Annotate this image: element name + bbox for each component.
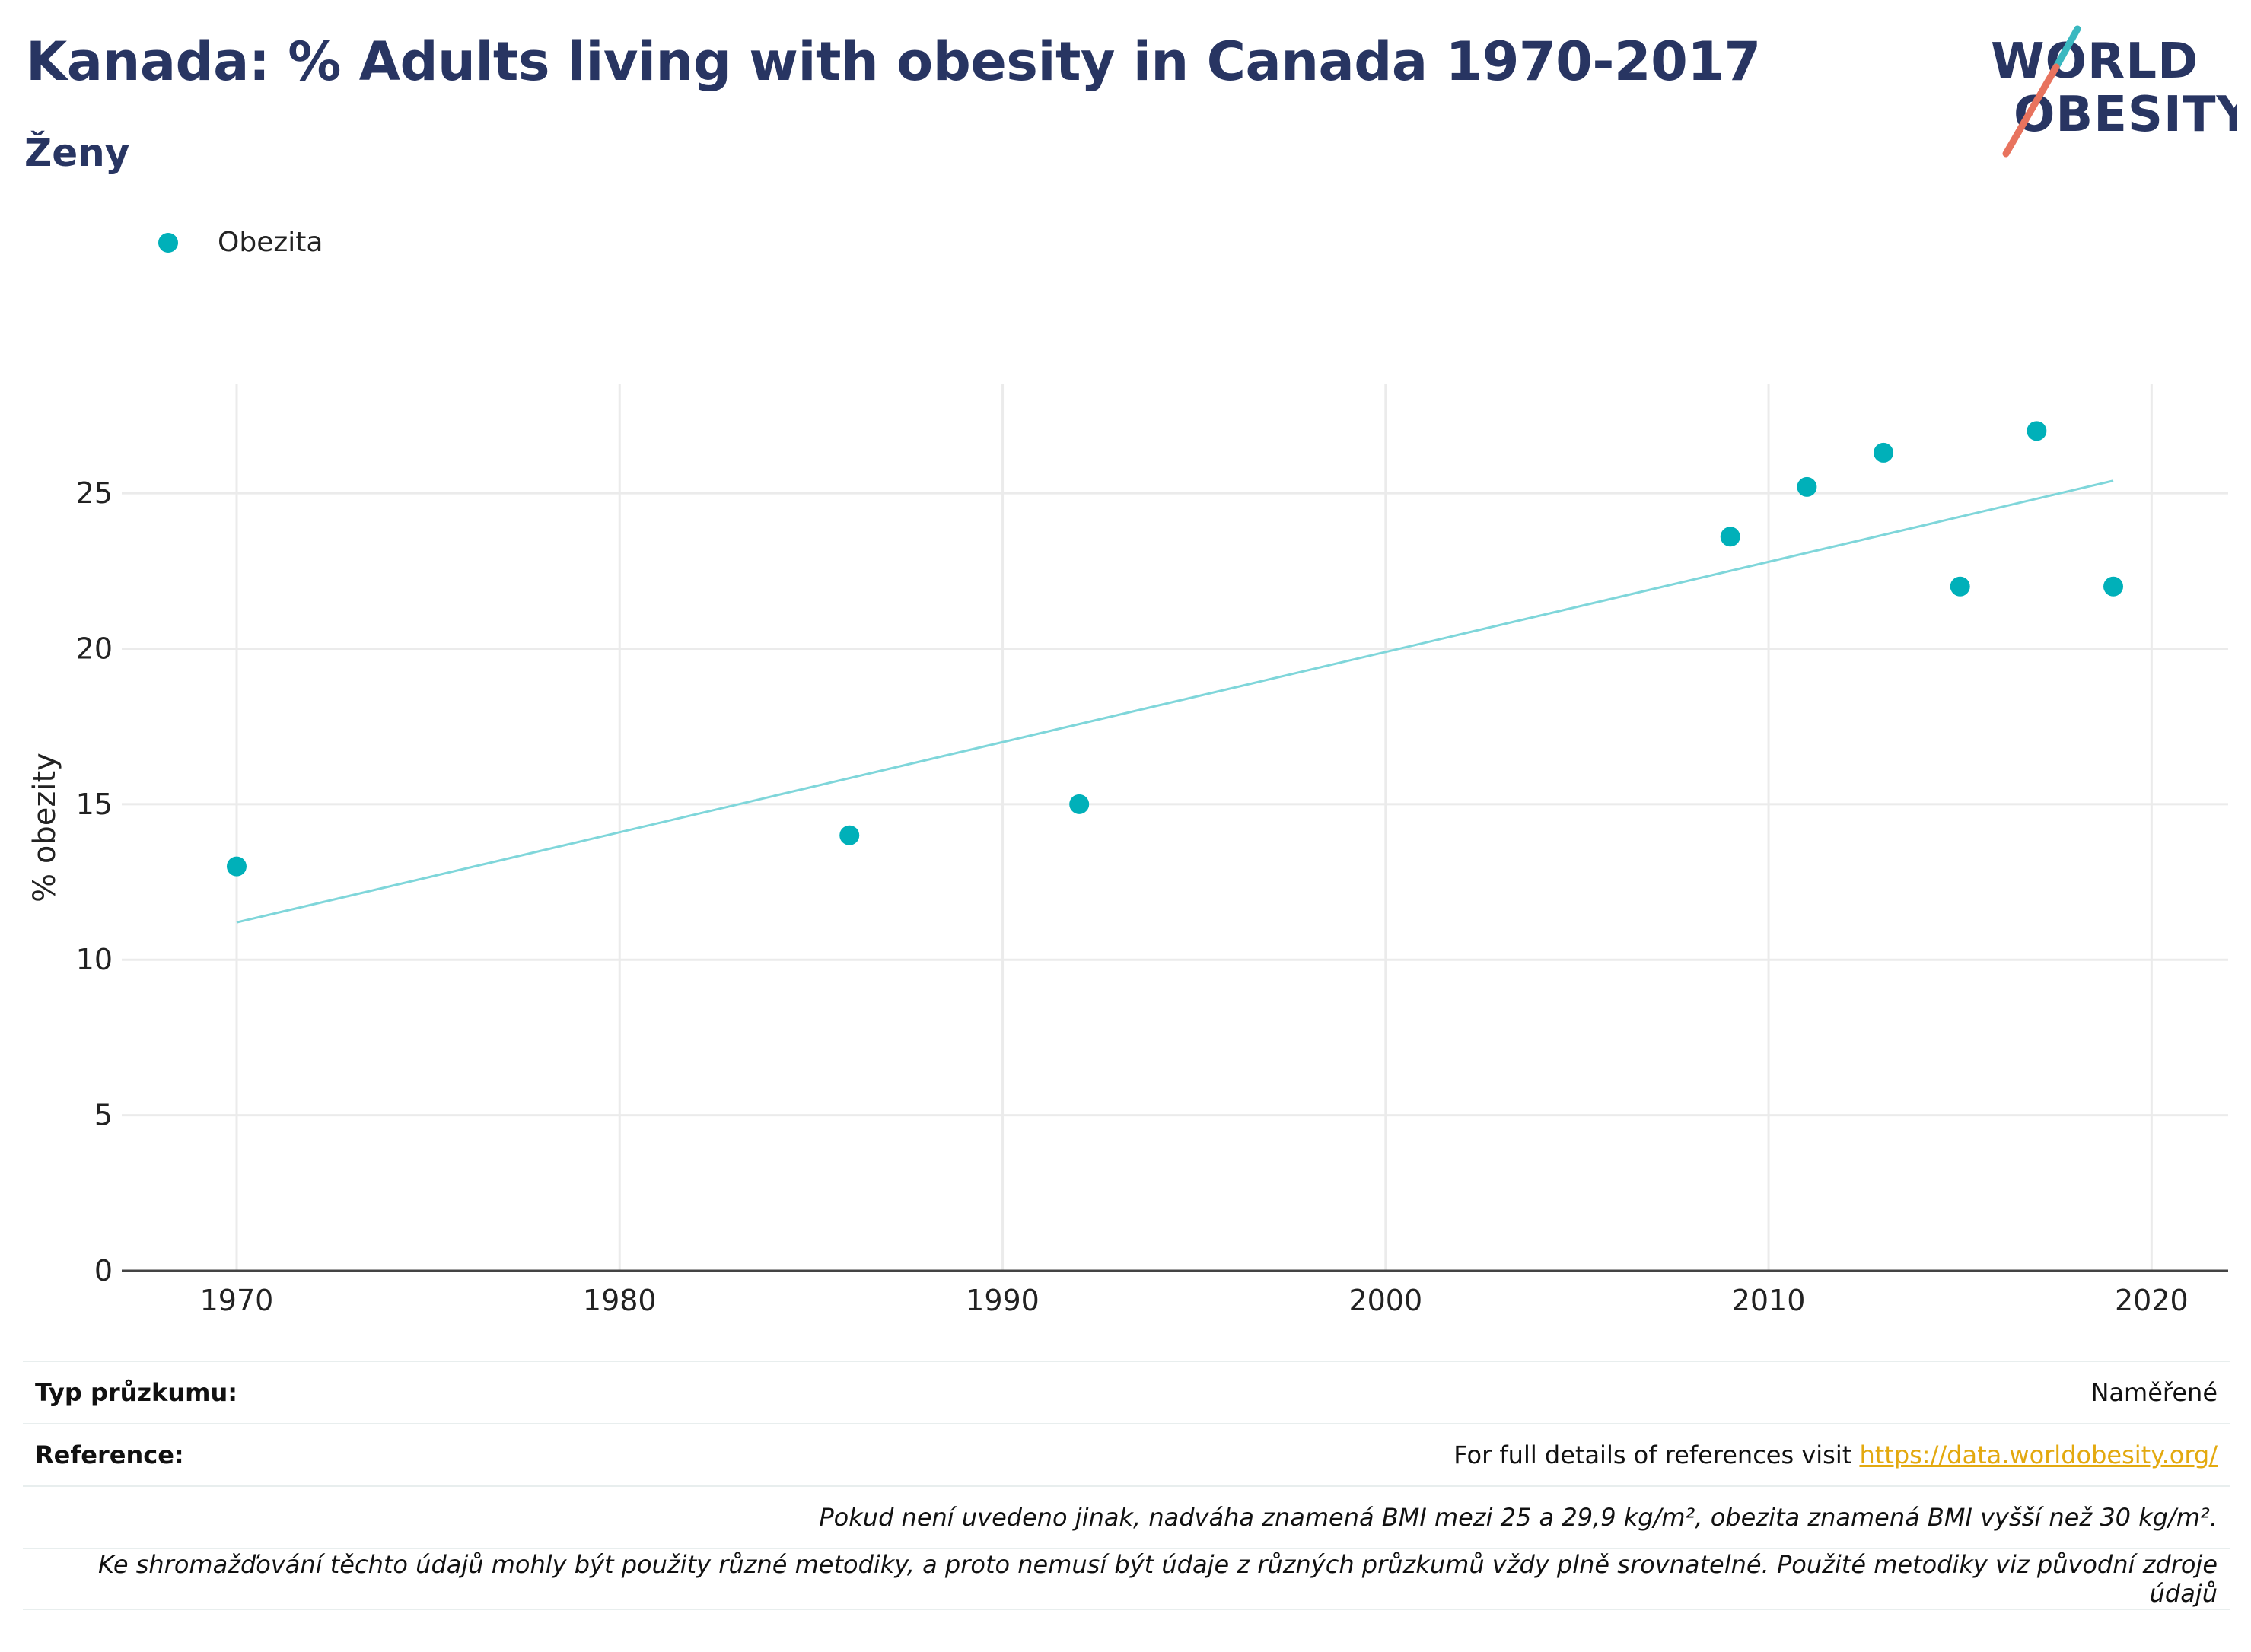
trend-line bbox=[236, 479, 2114, 924]
data-point bbox=[1069, 794, 1090, 814]
survey-type-value: Naměřené bbox=[2090, 1378, 2218, 1407]
y-axis-title: % obezity bbox=[27, 753, 62, 902]
footer-row-note-2: Ke shromažďování těchto údajů mohly být … bbox=[23, 1548, 2230, 1610]
x-tick-label: 1980 bbox=[583, 1284, 657, 1317]
data-point bbox=[1720, 527, 1740, 547]
logo-slash-coral bbox=[2002, 63, 2060, 158]
y-tick-label: 15 bbox=[76, 788, 113, 821]
reference-link[interactable]: https://data.worldobesity.org/ bbox=[1859, 1440, 2218, 1469]
legend-label: Obezita bbox=[218, 227, 323, 258]
methodology-note: Ke shromažďování těchto údajů mohly být … bbox=[98, 1550, 2218, 1608]
y-tick-label: 25 bbox=[76, 476, 113, 510]
x-tick-label: 2010 bbox=[1732, 1284, 1806, 1317]
scatter-chart: 1970 1980 1990 2000 2010 2020 0 5 10 15 20 25 % obez… bbox=[27, 384, 2228, 1317]
x-tick-label: 2020 bbox=[2115, 1284, 2189, 1317]
survey-type-label: Typ průzkumu: bbox=[35, 1378, 238, 1407]
x-tick-label: 2000 bbox=[1348, 1284, 1422, 1317]
chart-title: Kanada: % Adults living with obesity in … bbox=[26, 30, 1761, 93]
chart-footer: Typ průzkumu: Naměřené Reference: For fu… bbox=[23, 1361, 2230, 1610]
y-tick-label: 5 bbox=[94, 1099, 113, 1132]
data-point bbox=[1950, 576, 1970, 597]
world-obesity-logo: WORLD OBESITY bbox=[1991, 25, 2237, 158]
logo-slash-teal bbox=[2052, 25, 2081, 71]
footer-row-note-1: Pokud není uvedeno jinak, nadváha znamen… bbox=[23, 1485, 2230, 1548]
y-tick-label: 10 bbox=[76, 943, 113, 976]
x-tick-label: 1970 bbox=[200, 1284, 274, 1317]
logo-word-1: WORLD bbox=[1991, 33, 2198, 90]
reference-text: For full details of references visit bbox=[1453, 1440, 1860, 1469]
y-tick-label: 20 bbox=[76, 632, 113, 665]
data-point bbox=[1874, 442, 1894, 463]
chart-legend: Obezita bbox=[158, 227, 323, 258]
data-point bbox=[839, 825, 860, 845]
bmi-definition-note: Pokud není uvedeno jinak, nadváha znamen… bbox=[819, 1503, 2218, 1532]
footer-row-survey: Typ průzkumu: Naměřené bbox=[23, 1361, 2230, 1423]
chart-subtitle: Ženy bbox=[24, 131, 130, 175]
reference-label: Reference: bbox=[35, 1440, 184, 1469]
data-point bbox=[2103, 576, 2124, 597]
legend-marker bbox=[158, 232, 178, 253]
data-point bbox=[1797, 476, 1817, 497]
footer-row-reference: Reference: For full details of reference… bbox=[23, 1423, 2230, 1485]
logo-word-2: OBESITY bbox=[2014, 87, 2237, 143]
reference-value: For full details of references visit htt… bbox=[1453, 1440, 2218, 1469]
data-point bbox=[2027, 421, 2047, 441]
x-tick-label: 1990 bbox=[966, 1284, 1040, 1317]
y-tick-label: 0 bbox=[94, 1254, 113, 1288]
data-point bbox=[226, 856, 247, 877]
